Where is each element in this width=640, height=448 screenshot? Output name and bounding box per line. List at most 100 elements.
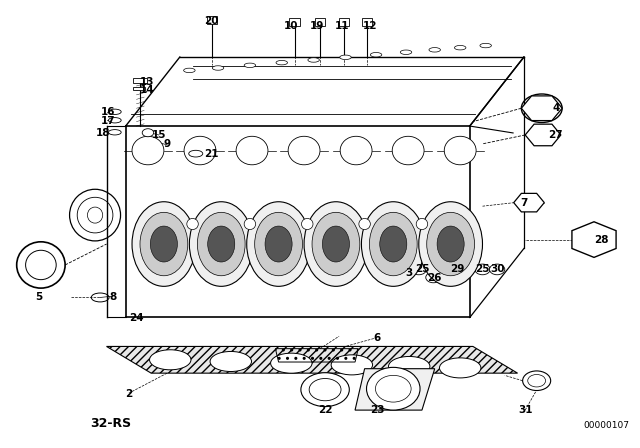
- Ellipse shape: [388, 357, 430, 376]
- Text: 12: 12: [362, 21, 377, 31]
- Text: 4: 4: [552, 103, 559, 113]
- Text: 2: 2: [125, 389, 132, 399]
- Ellipse shape: [236, 136, 268, 165]
- Ellipse shape: [340, 136, 372, 165]
- Ellipse shape: [400, 50, 412, 55]
- Polygon shape: [106, 346, 518, 373]
- Text: 13: 13: [140, 77, 154, 86]
- Ellipse shape: [362, 202, 425, 286]
- Text: 25: 25: [476, 264, 490, 275]
- Text: 7: 7: [520, 198, 527, 207]
- Ellipse shape: [187, 219, 198, 229]
- Ellipse shape: [189, 151, 203, 157]
- Ellipse shape: [490, 264, 505, 275]
- Text: 15: 15: [152, 130, 166, 140]
- Ellipse shape: [392, 136, 424, 165]
- Ellipse shape: [301, 219, 313, 229]
- Ellipse shape: [444, 136, 476, 165]
- Text: 24: 24: [129, 314, 144, 323]
- Text: 32-RS: 32-RS: [91, 417, 132, 430]
- Text: 18: 18: [96, 128, 111, 138]
- Ellipse shape: [308, 58, 319, 62]
- Text: 8: 8: [109, 293, 116, 302]
- Ellipse shape: [359, 219, 371, 229]
- Ellipse shape: [429, 47, 440, 52]
- Ellipse shape: [142, 129, 154, 137]
- Ellipse shape: [475, 264, 490, 275]
- Text: 21: 21: [204, 149, 219, 159]
- Ellipse shape: [150, 226, 177, 262]
- Ellipse shape: [331, 355, 372, 375]
- Ellipse shape: [427, 212, 474, 276]
- FancyBboxPatch shape: [207, 16, 217, 24]
- Text: 5: 5: [35, 293, 42, 302]
- Ellipse shape: [340, 55, 351, 60]
- Text: 11: 11: [335, 21, 349, 31]
- Ellipse shape: [212, 66, 224, 70]
- Ellipse shape: [255, 212, 303, 276]
- FancyBboxPatch shape: [315, 18, 325, 26]
- Ellipse shape: [367, 367, 420, 410]
- Ellipse shape: [301, 373, 349, 406]
- FancyBboxPatch shape: [133, 78, 147, 83]
- Ellipse shape: [440, 358, 481, 378]
- Ellipse shape: [271, 353, 312, 373]
- FancyBboxPatch shape: [289, 18, 300, 26]
- Ellipse shape: [132, 202, 196, 286]
- Ellipse shape: [246, 202, 310, 286]
- Ellipse shape: [449, 264, 465, 275]
- Text: 00000107: 00000107: [583, 421, 629, 430]
- Ellipse shape: [208, 226, 235, 262]
- Ellipse shape: [304, 202, 368, 286]
- Ellipse shape: [419, 202, 483, 286]
- Text: 31: 31: [518, 405, 532, 415]
- Text: 3: 3: [406, 268, 413, 278]
- FancyBboxPatch shape: [133, 87, 145, 90]
- Text: 20: 20: [204, 17, 219, 26]
- Ellipse shape: [184, 68, 195, 73]
- Ellipse shape: [426, 272, 441, 283]
- Ellipse shape: [380, 226, 407, 262]
- Ellipse shape: [150, 350, 191, 370]
- Text: 26: 26: [428, 273, 442, 283]
- Ellipse shape: [288, 136, 320, 165]
- Ellipse shape: [454, 45, 466, 50]
- Ellipse shape: [197, 212, 245, 276]
- Text: 9: 9: [163, 139, 171, 149]
- Ellipse shape: [140, 212, 188, 276]
- Ellipse shape: [108, 109, 121, 115]
- Text: 22: 22: [318, 405, 332, 415]
- Text: 23: 23: [370, 405, 385, 415]
- Ellipse shape: [523, 371, 550, 391]
- Text: 25: 25: [415, 264, 429, 275]
- Text: 27: 27: [548, 130, 563, 140]
- Ellipse shape: [411, 264, 426, 275]
- Ellipse shape: [369, 212, 417, 276]
- Ellipse shape: [394, 257, 417, 273]
- Text: 17: 17: [101, 116, 116, 126]
- Ellipse shape: [416, 219, 428, 229]
- Ellipse shape: [265, 226, 292, 262]
- Ellipse shape: [132, 136, 164, 165]
- Ellipse shape: [371, 52, 382, 57]
- Text: 28: 28: [595, 235, 609, 245]
- FancyBboxPatch shape: [339, 18, 349, 26]
- Ellipse shape: [108, 117, 121, 123]
- Ellipse shape: [189, 202, 253, 286]
- Ellipse shape: [244, 63, 255, 68]
- Ellipse shape: [184, 136, 216, 165]
- Text: 10: 10: [284, 21, 299, 31]
- Ellipse shape: [437, 226, 464, 262]
- Text: 19: 19: [310, 21, 324, 31]
- Ellipse shape: [312, 212, 360, 276]
- FancyBboxPatch shape: [362, 18, 372, 26]
- Text: 14: 14: [140, 86, 154, 95]
- Ellipse shape: [210, 352, 252, 371]
- Text: 30: 30: [490, 264, 504, 275]
- Text: 16: 16: [101, 107, 116, 117]
- Ellipse shape: [276, 60, 287, 65]
- Text: 6: 6: [374, 332, 381, 343]
- Ellipse shape: [244, 219, 255, 229]
- Ellipse shape: [480, 43, 492, 48]
- Ellipse shape: [108, 129, 121, 135]
